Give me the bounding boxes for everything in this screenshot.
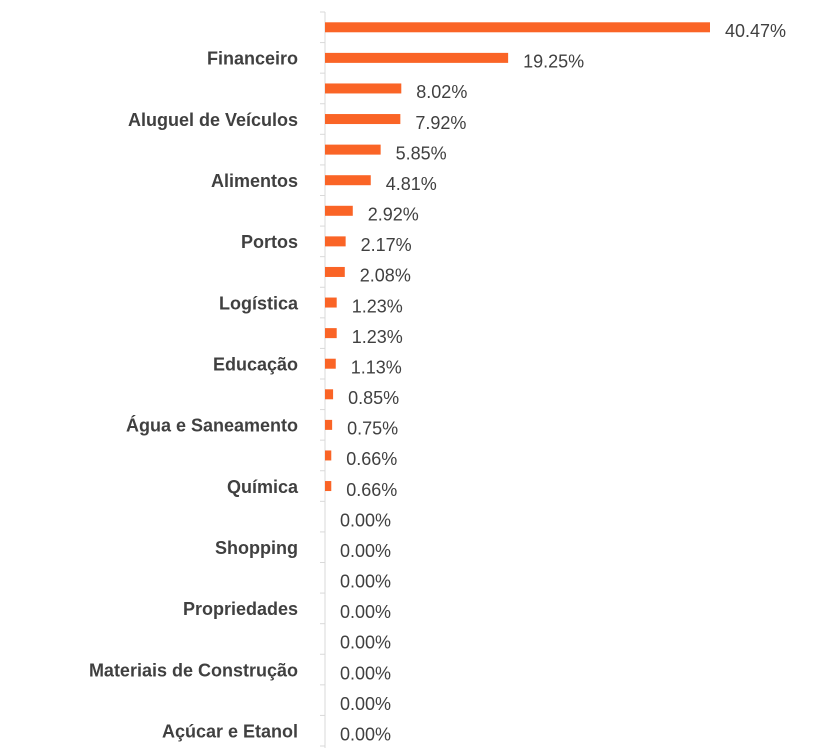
bar	[325, 358, 336, 369]
bar	[325, 52, 509, 63]
value-label: 0.00%	[340, 510, 391, 530]
category-label: Logística	[219, 293, 299, 313]
category-label: Açúcar e Etanol	[162, 721, 298, 741]
category-label: Materiais de Construção	[89, 660, 298, 680]
bar	[325, 205, 353, 216]
category-label: Alimentos	[211, 171, 298, 191]
category-label: Portos	[241, 232, 298, 252]
category-label: Educação	[213, 354, 298, 374]
value-label: 0.00%	[340, 541, 391, 561]
value-label: 8.02%	[416, 82, 467, 102]
value-label: 1.13%	[351, 357, 402, 377]
bar	[325, 144, 381, 155]
category-label: Química	[227, 477, 299, 497]
category-label: Shopping	[215, 538, 298, 558]
value-label: 0.00%	[340, 724, 391, 744]
bar	[325, 266, 345, 277]
category-label: Aluguel de Veículos	[128, 110, 298, 130]
value-label: 0.66%	[346, 480, 397, 500]
bar	[325, 175, 371, 186]
value-label: 0.00%	[340, 694, 391, 714]
value-label: 5.85%	[396, 143, 447, 163]
bar	[325, 450, 332, 461]
bar	[325, 22, 710, 33]
bar	[325, 481, 332, 492]
value-label: 0.75%	[347, 419, 398, 439]
value-label: 0.00%	[340, 633, 391, 653]
value-label: 0.00%	[340, 572, 391, 592]
value-label: 2.08%	[360, 266, 411, 286]
value-label: 1.23%	[352, 296, 403, 316]
bar	[325, 328, 337, 339]
category-label: Água e Saneamento	[126, 415, 298, 436]
bar	[325, 83, 402, 94]
value-label: 40.47%	[725, 21, 786, 41]
value-label: 19.25%	[523, 52, 584, 72]
bar	[325, 389, 334, 400]
bar	[325, 419, 333, 430]
bar	[325, 297, 337, 308]
value-label: 0.00%	[340, 602, 391, 622]
bar	[325, 114, 401, 125]
value-label: 1.23%	[352, 327, 403, 347]
value-label: 0.00%	[340, 663, 391, 683]
value-label: 4.81%	[386, 174, 437, 194]
value-label: 2.92%	[368, 205, 419, 225]
value-label: 0.85%	[348, 388, 399, 408]
category-label: Financeiro	[207, 49, 298, 69]
bar	[325, 236, 346, 247]
value-label: 0.66%	[346, 449, 397, 469]
value-label: 2.17%	[361, 235, 412, 255]
category-label: Propriedades	[183, 599, 298, 619]
value-label: 7.92%	[415, 113, 466, 133]
